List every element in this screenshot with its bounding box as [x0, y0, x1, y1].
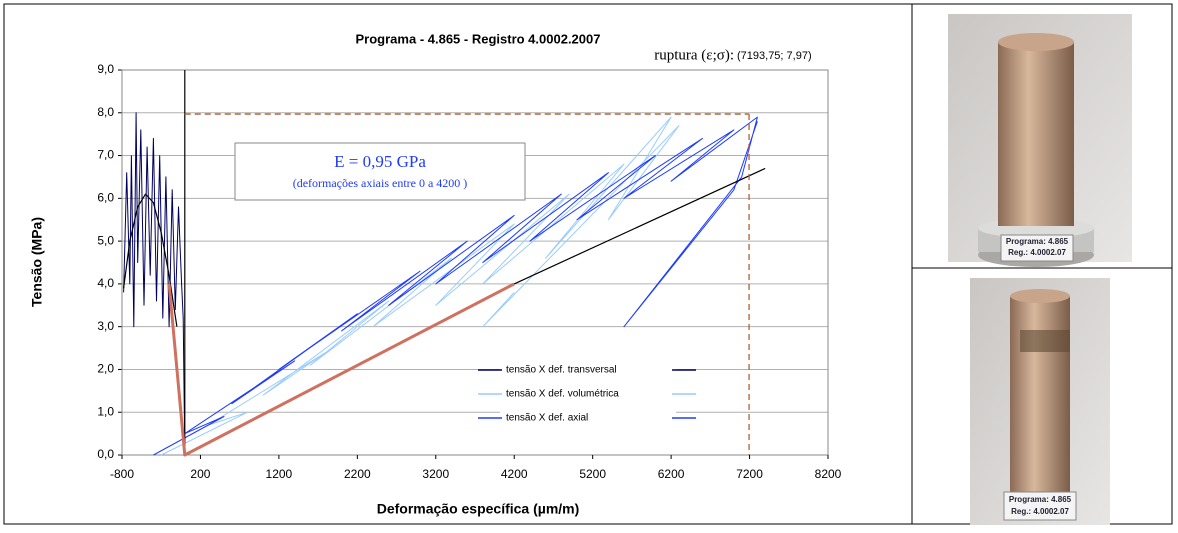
annotation-note: (deformações axiais entre 0 a 4200 ) — [293, 176, 468, 190]
rupture-text: ruptura (ε;σ): — [654, 47, 734, 63]
legend-label: tensão X def. volumétrica — [506, 389, 619, 400]
legend-label: tensão X def. axial — [506, 413, 588, 424]
photo-label: Programa: 4.865 — [1009, 495, 1072, 504]
overlay-line — [167, 282, 515, 457]
y-tick-label: 1,0 — [97, 404, 114, 418]
photo: Programa: 4.865 Reg.: 4.0002.07 — [948, 14, 1132, 267]
rupture-label: (7193,75; 7,97) — [737, 50, 812, 62]
photo-label: Reg.: 4.0002.07 — [1011, 507, 1069, 516]
x-tick-label: 4200 — [501, 467, 528, 481]
y-tick-label: 3,0 — [97, 319, 114, 333]
annotation-box — [234, 142, 526, 201]
x-tick-label: -800 — [110, 467, 134, 481]
frame — [3, 3, 1173, 525]
y-tick-label: 2,0 — [97, 362, 114, 376]
legend-bg — [500, 386, 676, 402]
series-line — [123, 112, 186, 456]
x-tick-label: 5200 — [579, 467, 606, 481]
y-tick-label: 5,0 — [97, 233, 114, 247]
x-tick-label: 3200 — [422, 467, 449, 481]
y-tick-label: 6,0 — [97, 191, 114, 205]
overlay-line — [513, 167, 766, 285]
x-tick-label: 7200 — [736, 467, 763, 481]
photo-label: Programa: 4.865 — [1006, 237, 1069, 246]
photo: Programa: 4.865 Reg.: 4.0002.07 — [970, 278, 1110, 525]
y-axis-title: Tensão (MPa) — [29, 217, 45, 307]
photo-label: Reg.: 4.0002.07 — [1008, 248, 1066, 257]
legend-bg — [500, 362, 676, 378]
legend-bg — [500, 410, 676, 426]
y-tick-label: 4,0 — [97, 276, 114, 290]
chart-title: Programa - 4.865 - Registro 4.0002.2007 — [356, 31, 601, 46]
overlay-line — [123, 193, 178, 327]
series-line — [160, 116, 680, 456]
x-tick-label: 2200 — [344, 467, 371, 481]
x-tick-label: 1200 — [266, 467, 293, 481]
x-tick-label: 8200 — [815, 467, 842, 481]
x-tick-label: 6200 — [658, 467, 685, 481]
y-tick-label: 0,0 — [97, 447, 114, 461]
legend-label: tensão X def. transversal — [506, 365, 617, 376]
x-axis-title: Deformação específica (µm/m) — [377, 501, 580, 517]
series-line — [153, 116, 758, 456]
plot-area — [121, 69, 829, 456]
y-tick-label: 9,0 — [97, 62, 114, 76]
annotation-title: E = 0,95 GPa — [334, 152, 426, 171]
y-tick-label: 8,0 — [97, 105, 114, 119]
y-tick-label: 7,0 — [97, 148, 114, 162]
x-tick-label: 200 — [190, 467, 210, 481]
